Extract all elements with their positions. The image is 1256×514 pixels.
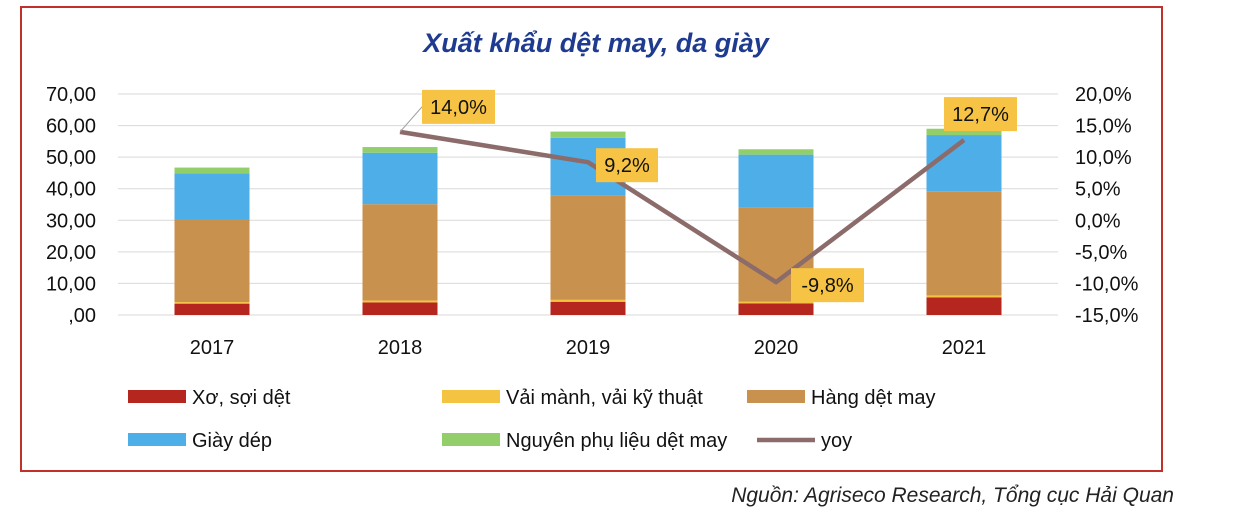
bar-segment <box>926 191 1002 296</box>
data-label: 12,7% <box>952 104 1009 126</box>
yoy-line-path <box>399 129 966 285</box>
y-left-tick-label: 30,00 <box>46 210 96 232</box>
legend-swatch <box>747 390 805 403</box>
y-right-tick-label: -15,0% <box>1075 305 1139 327</box>
bar-segment <box>362 204 438 301</box>
data-label-box <box>791 268 864 303</box>
bar-segment <box>738 301 814 304</box>
x-axis: 2017 2018 2019 2020 2021 <box>190 337 987 359</box>
x-tick-label: 2019 <box>566 337 611 359</box>
bar-segment <box>174 173 250 220</box>
bar-segment <box>174 219 250 303</box>
y-right-tick-label: 0,0% <box>1075 210 1121 232</box>
y-right-tick-label: -5,0% <box>1075 242 1127 264</box>
yoy-labels: 14,0% 9,2% -9,8% 12,7% <box>399 89 1017 303</box>
data-label-leader <box>399 106 423 133</box>
legend-label: Hàng dệt may <box>811 387 936 409</box>
bar-segment <box>738 149 814 155</box>
y-right-tick-label: 5,0% <box>1075 179 1121 201</box>
bar-segment <box>550 301 626 315</box>
legend-swatch <box>442 390 500 403</box>
bar-segment <box>362 300 438 303</box>
legend-label: Xơ, sợi dệt <box>192 387 291 409</box>
data-label-box <box>422 89 495 124</box>
bar-segment <box>550 131 626 138</box>
y-left-tick-label: ,00 <box>68 305 96 327</box>
y-right-tick-label: -10,0% <box>1075 273 1139 295</box>
bar-segment <box>174 303 250 315</box>
data-label: 9,2% <box>604 155 650 177</box>
bar-segment <box>926 128 1002 136</box>
data-label-box <box>596 148 658 183</box>
legend-label: Nguyên phụ liệu dệt may <box>506 430 727 452</box>
x-tick-label: 2017 <box>190 337 235 359</box>
legend-swatch <box>442 433 500 446</box>
data-label: 14,0% <box>430 97 487 119</box>
bar-segment <box>362 302 438 315</box>
legend-swatch <box>128 390 186 403</box>
y-right-tick-label: 20,0% <box>1075 84 1132 106</box>
y-left-tick-label: 10,00 <box>46 273 96 295</box>
bar-segment <box>362 152 438 205</box>
bar-segment <box>174 167 250 174</box>
x-tick-label: 2021 <box>942 337 987 359</box>
y-right-tick-label: 15,0% <box>1075 116 1132 138</box>
y-left-tick-label: 60,00 <box>46 116 96 138</box>
data-label-box <box>944 97 1017 132</box>
bar-segment <box>926 295 1002 298</box>
y-left-tick-label: 70,00 <box>46 84 96 106</box>
legend-swatch <box>128 433 186 446</box>
yoy-line <box>399 129 966 285</box>
bar-segment <box>174 302 250 304</box>
legend-label: Vải mành, vải kỹ thuật <box>506 387 703 409</box>
bar-segment <box>362 147 438 153</box>
bar-segment <box>738 154 814 208</box>
bars <box>174 128 1002 315</box>
bar-segment <box>738 303 814 315</box>
y-right-tick-label: 10,0% <box>1075 147 1132 169</box>
legend-label: Giày dép <box>192 430 272 452</box>
y-left-tick-label: 20,00 <box>46 242 96 264</box>
bar-segment <box>550 195 626 300</box>
bar-segment <box>926 135 1002 192</box>
bar-segment <box>926 297 1002 315</box>
bar-segment <box>550 299 626 302</box>
x-tick-label: 2018 <box>378 337 423 359</box>
legend-label: yoy <box>821 430 852 452</box>
chart-title: Xuất khẩu dệt may, da giày <box>421 28 771 58</box>
y-left-tick-label: 40,00 <box>46 179 96 201</box>
data-label: -9,8% <box>801 275 853 297</box>
y-left-tick-label: 50,00 <box>46 147 96 169</box>
x-tick-label: 2020 <box>754 337 799 359</box>
legend: Xơ, sợi dệt Vải mành, vải kỹ thuật Hàng dệ… <box>128 387 936 452</box>
y-axis-left: ,00 10,00 20,00 30,00 40,00 50,00 60,00 70,00 <box>46 84 96 327</box>
chart-frame <box>20 6 1163 472</box>
source-note: Nguồn: Agriseco Research, Tổng cục Hải Q… <box>731 484 1174 507</box>
y-axis-right: -15,0% -10,0% -5,0% 0,0% 5,0% 10,0% 15,0% 20,0% <box>1075 84 1139 327</box>
